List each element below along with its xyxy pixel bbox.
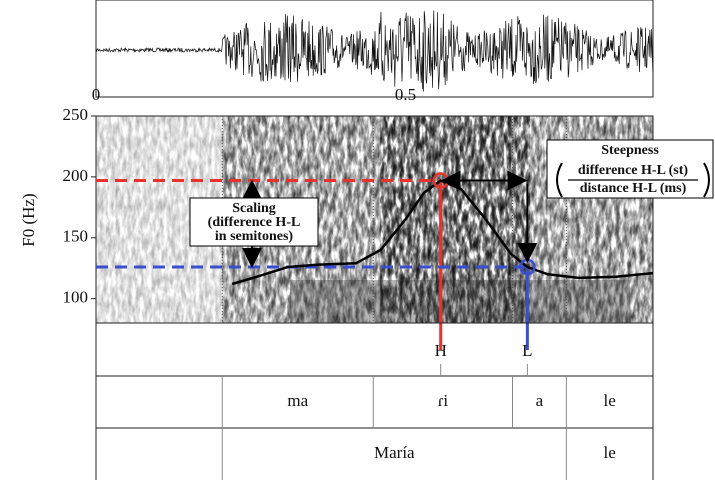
scaling-text: in semitones) — [215, 229, 294, 244]
interval-label: le — [604, 443, 616, 462]
point-label: L — [522, 341, 532, 360]
steepness-denominator: distance H-L (ms) — [580, 181, 687, 196]
scaling-text: (difference H-L — [208, 215, 301, 230]
waveform-panel — [96, 0, 653, 97]
figure: F0 (Hz) 0 0.5 100 150 200 250 Scaling(differen… — [0, 0, 715, 480]
interval-label: le — [604, 391, 616, 410]
y-tick-label: 250 — [63, 105, 89, 124]
point-label: H — [435, 341, 447, 360]
steepness-title: Steepness — [601, 143, 659, 158]
steepness-numerator: difference H-L (st) — [578, 163, 688, 178]
x-tick-label: 0.5 — [395, 85, 416, 104]
scaling-title: Scaling — [232, 201, 276, 216]
interval-label: María — [374, 443, 415, 462]
waveform — [96, 10, 653, 91]
x-tick-label: 0 — [92, 85, 101, 104]
spectrogram-low — [290, 280, 630, 323]
y-tick-label: 200 — [63, 166, 89, 185]
interval-label: ma — [287, 391, 308, 410]
y-tick-label: 100 — [63, 288, 89, 307]
interval-label: a — [536, 391, 544, 410]
y-axis-label: F0 (Hz) — [19, 193, 38, 246]
y-tick-label: 150 — [63, 227, 89, 246]
interval-label: ɾi — [438, 391, 449, 410]
